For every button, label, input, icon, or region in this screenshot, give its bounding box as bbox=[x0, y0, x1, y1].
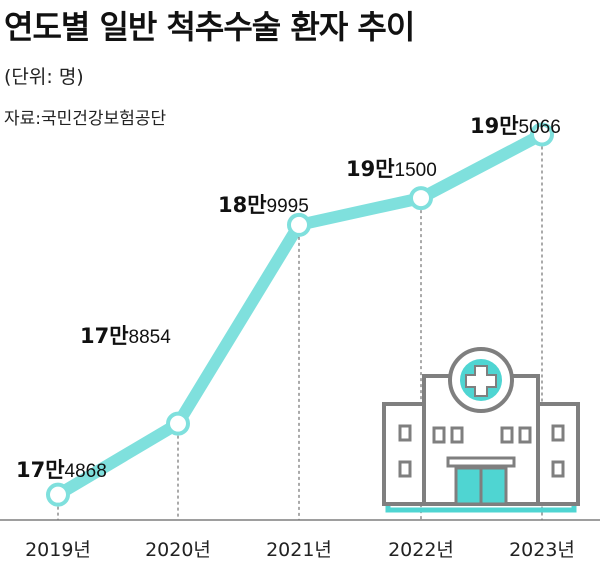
window bbox=[500, 426, 514, 444]
data-point bbox=[287, 212, 311, 237]
window bbox=[432, 426, 446, 444]
value-label: 19만1500 bbox=[346, 157, 437, 181]
window bbox=[551, 424, 565, 442]
value-label-minor: 9995 bbox=[267, 196, 309, 217]
data-point bbox=[46, 482, 70, 507]
value-label-major: 17만 bbox=[80, 324, 129, 348]
window bbox=[450, 426, 464, 444]
unit-label: (단위: 명) bbox=[4, 66, 84, 88]
value-label: 17만4868 bbox=[16, 458, 107, 482]
value-label-minor: 8854 bbox=[129, 327, 172, 348]
x-tick-label: 2020년 bbox=[145, 539, 211, 561]
window bbox=[398, 424, 412, 442]
data-point bbox=[530, 122, 554, 147]
data-point bbox=[166, 411, 190, 436]
value-label-major: 19만 bbox=[470, 114, 519, 138]
guide-lines bbox=[57, 134, 543, 520]
data-point bbox=[409, 186, 433, 211]
x-tick-labels: 2019년 2020년 2021년 2022년 2023년 bbox=[25, 539, 575, 561]
x-tick-label: 2021년 bbox=[266, 539, 332, 561]
chart-title: 연도별 일반 척추수술 환자 추이 bbox=[4, 8, 415, 46]
value-label: 17만8854 bbox=[80, 324, 171, 348]
value-label-minor: 5066 bbox=[519, 117, 561, 138]
value-label-major: 17만 bbox=[16, 458, 65, 482]
x-tick-label: 2019년 bbox=[25, 539, 91, 561]
source-label: 자료:국민건강보험공단 bbox=[4, 109, 167, 129]
markers bbox=[46, 122, 554, 507]
hospital-icon bbox=[382, 347, 580, 513]
window bbox=[398, 460, 412, 478]
value-label: 19만5066 bbox=[470, 114, 561, 138]
window bbox=[518, 426, 532, 444]
door-canopy bbox=[446, 456, 516, 468]
value-label-minor: 1500 bbox=[395, 160, 437, 181]
window bbox=[551, 460, 565, 478]
x-tick-label: 2022년 bbox=[388, 539, 454, 561]
value-label: 18만9995 bbox=[218, 193, 309, 217]
x-tick-label: 2023년 bbox=[509, 539, 575, 561]
value-label-minor: 4868 bbox=[65, 461, 107, 482]
value-label-major: 18만 bbox=[218, 193, 267, 217]
medical-cross-icon bbox=[465, 365, 497, 397]
value-label-major: 19만 bbox=[346, 157, 395, 181]
